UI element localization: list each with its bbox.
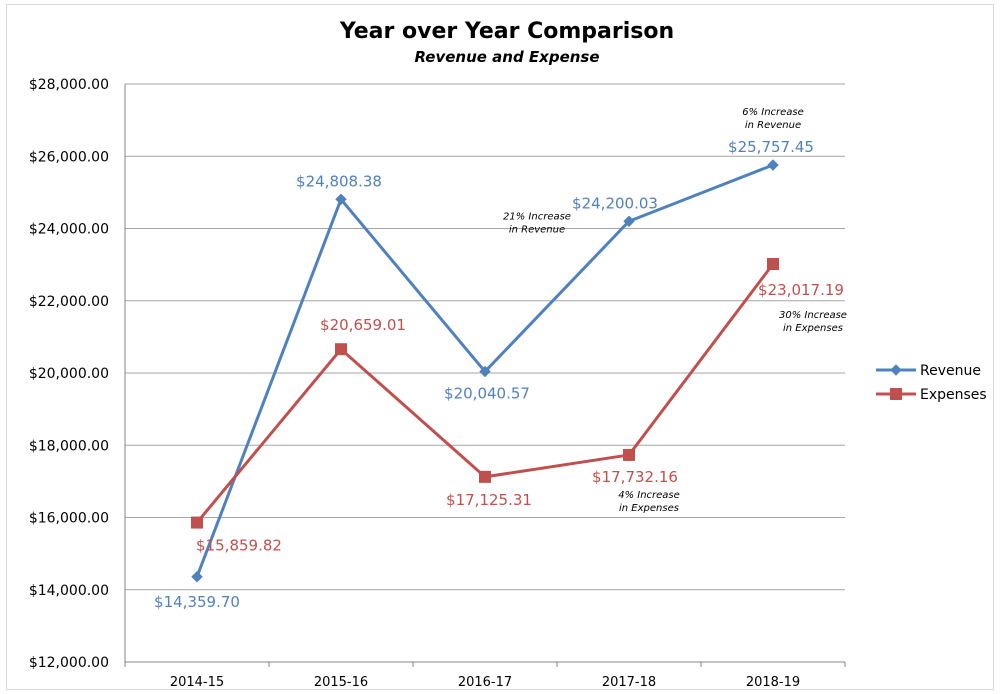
expenses-data-label: $23,017.19: [758, 281, 844, 299]
annotation-text: in Revenue: [509, 225, 565, 236]
annotation-text: 30% Increase: [779, 310, 847, 321]
x-tick-label: 2018-19: [746, 675, 800, 690]
revenue-point: [767, 159, 779, 171]
y-tick-label: $22,000.00: [29, 294, 109, 310]
legend-expenses-label: Expenses: [920, 387, 987, 403]
revenue-data-label: $14,359.70: [154, 593, 240, 611]
revenue-data-label: $24,808.38: [296, 172, 382, 190]
y-tick-label: $28,000.00: [29, 77, 109, 93]
y-tick-label: $16,000.00: [29, 511, 109, 527]
annotation-text: 4% Increase: [618, 490, 680, 501]
expenses-point: [479, 470, 491, 483]
revenue-data-label: $20,040.57: [444, 385, 530, 403]
expenses-data-label: $20,659.01: [320, 316, 406, 334]
annotation-text: in Revenue: [745, 120, 801, 131]
revenue-point: [623, 215, 635, 227]
chart-subtitle: Revenue and Expense: [414, 48, 599, 66]
x-tick-label: 2014-15: [170, 675, 224, 690]
annotation-text: 6% Increase: [742, 107, 804, 118]
annotation-text: in Expenses: [783, 323, 843, 334]
revenue-data-label: $25,757.45: [728, 138, 814, 156]
data-labels: $14,359.70 $24,808.38 $20,040.57 $24,200.03…: [154, 138, 844, 611]
y-tick-label: $14,000.00: [29, 583, 109, 599]
expenses-point: [623, 448, 635, 461]
chart-frame: [6, 4, 994, 690]
expenses-point: [191, 516, 203, 529]
series-group: [191, 159, 779, 583]
annotation-text: 21% Increase: [503, 212, 571, 223]
x-tick-label: 2016-17: [458, 675, 512, 690]
expenses-data-label: $17,125.31: [446, 491, 532, 509]
y-axis: $12,000.00 $14,000.00 $16,000.00 $18,000.00…: [29, 77, 126, 671]
y-tick-label: $18,000.00: [29, 438, 109, 454]
chart-title: Year over Year Comparison: [339, 19, 674, 44]
revenue-point: [191, 571, 203, 583]
annotation-text: in Expenses: [619, 503, 679, 514]
legend: Revenue Expenses: [876, 363, 987, 403]
annotations: 6% Increase in Revenue 21% Increase in Reve…: [503, 107, 847, 514]
revenue-point: [335, 193, 347, 206]
legend-revenue-marker: [890, 364, 902, 376]
expenses-data-label: $17,732.16: [592, 468, 678, 486]
x-tick-label: 2017-18: [602, 675, 656, 690]
expenses-point: [767, 258, 779, 271]
revenue-data-label: $24,200.03: [572, 194, 658, 212]
expenses-data-label: $15,859.82: [196, 537, 282, 555]
x-tick-label: 2015-16: [314, 675, 368, 690]
y-tick-label: $24,000.00: [29, 222, 109, 238]
legend-expenses-marker: [890, 388, 902, 400]
legend-revenue-label: Revenue: [920, 363, 981, 379]
revenue-point: [479, 365, 491, 378]
y-tick-label: $20,000.00: [29, 366, 109, 382]
y-tick-label: $26,000.00: [29, 149, 109, 165]
x-axis: 2014-15 2015-16 2016-17 2017-18 2018-19: [124, 661, 846, 690]
y-tick-label: $12,000.00: [29, 655, 109, 671]
expenses-point: [335, 343, 347, 356]
